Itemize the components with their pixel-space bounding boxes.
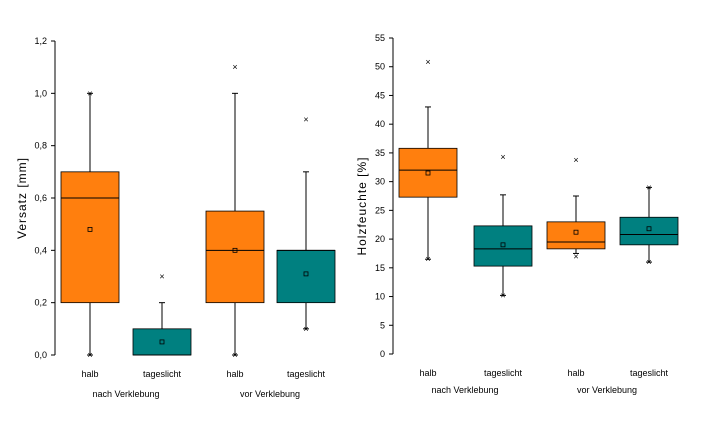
outlier-marker: ×	[87, 88, 92, 98]
x-category-label: halb	[567, 368, 584, 378]
box-tageslicht	[473, 225, 533, 267]
mean-marker	[500, 242, 506, 248]
x-category-label: tageslicht	[287, 369, 326, 379]
y-tick-label: 35	[375, 148, 385, 158]
chart-left-versatz: 0,0 0,2 0,4 0,6 0,8 1,0 1,2 Versatz [mm] × × halb ×…	[15, 36, 336, 399]
y-tick-label: 40	[375, 119, 385, 129]
outlier-marker: ×	[425, 254, 430, 264]
y-tick-label: 50	[375, 62, 385, 72]
outlier-marker: ×	[303, 324, 308, 334]
mean-marker	[573, 229, 579, 235]
mean-marker	[303, 271, 309, 277]
y-tick-label: 30	[375, 177, 385, 187]
y-tick-label: 25	[375, 205, 385, 215]
outlier-marker: ×	[646, 182, 651, 192]
y-tick-label: 5	[380, 320, 385, 330]
y-tick-label: 15	[375, 263, 385, 273]
outlier-marker: ×	[303, 115, 308, 125]
y-tick-label: 0,6	[34, 193, 47, 203]
outlier-marker: ×	[232, 350, 237, 360]
y-axis-title: Versatz [mm]	[15, 157, 29, 239]
y-tick-label: 20	[375, 234, 385, 244]
y-tick-label: 0	[380, 349, 385, 359]
y-tick-label: 0,2	[34, 298, 47, 308]
x-category-label: halb	[226, 369, 243, 379]
x-category-label: halb	[81, 369, 98, 379]
outlier-marker: ×	[87, 350, 92, 360]
box-tageslicht	[276, 249, 336, 304]
x-group-label: vor Verklebung	[240, 389, 300, 399]
box-halb	[398, 147, 458, 198]
box-halb	[60, 171, 120, 304]
y-tick-label: 0,0	[34, 350, 47, 360]
y-tick-label: 10	[375, 292, 385, 302]
x-category-label: tageslicht	[484, 368, 523, 378]
x-group-label: nach Verklebung	[431, 385, 498, 395]
y-tick-label: 55	[375, 33, 385, 43]
mean-marker	[232, 247, 238, 253]
outlier-marker: ×	[573, 155, 578, 165]
x-group-label: nach Verklebung	[92, 389, 159, 399]
y-tick-label: 0,8	[34, 141, 47, 151]
y-tick-label: 45	[375, 90, 385, 100]
outlier-marker: ×	[159, 272, 164, 282]
outlier-marker: ×	[425, 57, 430, 67]
outlier-marker: ×	[500, 290, 505, 300]
x-category-label: halb	[419, 368, 436, 378]
box-halb	[205, 210, 265, 304]
y-tick-label: 0,4	[34, 245, 47, 255]
mean-marker	[87, 226, 93, 232]
y-tick-label: 1,0	[34, 88, 47, 98]
mean-marker	[425, 170, 431, 176]
box-tageslicht	[132, 328, 192, 356]
chart-right-holzfeuchte: 0 5 10 15 20 25 30 35 40 45 50 55 Holzfeuchte [%] × × h…	[355, 33, 679, 395]
outlier-marker: ×	[646, 257, 651, 267]
x-category-label: tageslicht	[630, 368, 669, 378]
box-halb	[546, 221, 606, 250]
outlier-marker: ×	[573, 251, 578, 261]
x-category-label: tageslicht	[143, 369, 182, 379]
mean-marker	[646, 226, 652, 232]
outlier-marker: ×	[232, 62, 237, 72]
y-tick-label: 1,2	[34, 36, 47, 46]
y-axis-title: Holzfeuchte [%]	[355, 156, 369, 255]
x-group-label: vor Verklebung	[577, 385, 637, 395]
mean-marker	[159, 339, 165, 345]
outlier-marker: ×	[500, 152, 505, 162]
